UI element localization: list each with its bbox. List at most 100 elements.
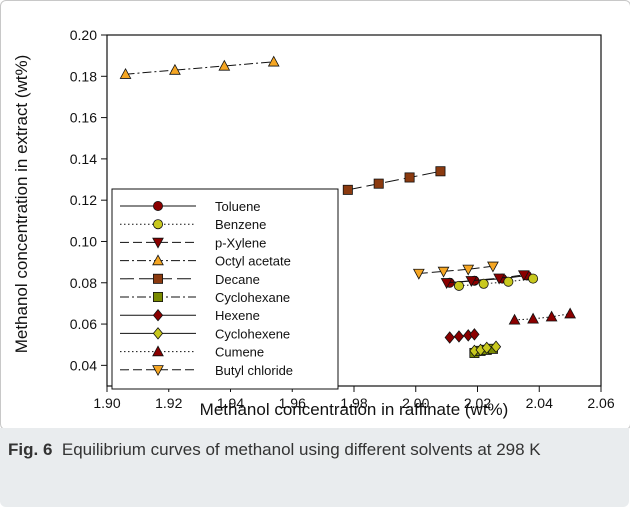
legend-marker (152, 273, 163, 284)
series-line (418, 265, 493, 274)
data-point (453, 280, 464, 291)
legend-label: Benzene (215, 217, 266, 232)
data-point (437, 266, 450, 278)
data-point (267, 55, 280, 67)
legend-item: Toluene (120, 199, 261, 214)
data-point (218, 59, 231, 71)
data-point (444, 331, 455, 344)
legend-item: Hexene (120, 308, 260, 323)
series-butyl-chloride (412, 261, 499, 280)
data-point (481, 341, 492, 355)
legend-item: Cyclohexene (120, 326, 290, 341)
y-tick-label: 0.06 (70, 316, 97, 332)
data-point (440, 278, 453, 290)
legend-item: Benzene (120, 217, 266, 232)
series-line (347, 170, 441, 191)
x-tick-label: 2.04 (526, 395, 553, 411)
x-tick-label: 1.94 (217, 395, 244, 411)
legend-marker (152, 219, 163, 230)
data-point (462, 264, 475, 276)
figure-label: Fig. 6 (8, 440, 53, 459)
y-tick-label: 0.12 (70, 192, 97, 208)
data-point (404, 172, 415, 183)
series-cyclohexene (469, 340, 502, 358)
y-tick-label: 0.04 (70, 357, 97, 373)
data-point (517, 270, 530, 282)
y-axis-label: Methanol concentration in extract (wt%) (12, 55, 31, 354)
legend-item: p-Xylene (120, 235, 266, 250)
series-octyl-acetate (119, 55, 280, 79)
legend-marker (152, 365, 164, 377)
x-tick-label: 1.98 (340, 395, 367, 411)
caption-panel: Fig. 6 Equilibrium curves of methanol us… (0, 428, 629, 507)
x-tick-label: 1.92 (155, 395, 182, 411)
legend: Toluene Benzene p-Xylene Octyl acetate Decan… (111, 188, 339, 390)
y-tick-label: 0.20 (70, 27, 97, 43)
data-point (487, 261, 499, 273)
series-line (446, 274, 524, 284)
series-benzene (453, 273, 539, 291)
series-hexene (444, 328, 480, 344)
legend-label: Cumene (215, 345, 264, 360)
axes: 1.90 1.92 1.94 1.96 1.98 2.00 2.02 2.04 2.06 0.04… (70, 27, 615, 411)
figure-caption: Fig. 6 Equilibrium curves of methanol us… (8, 438, 608, 462)
y-tick-label: 0.10 (70, 233, 97, 249)
data-point (508, 313, 521, 325)
y-tick-label: 0.16 (70, 110, 97, 126)
legend-item: Cyclohexane (120, 290, 290, 305)
legend-marker (152, 200, 163, 211)
legend-item: Octyl acetate (120, 254, 291, 269)
plot-series (119, 55, 576, 358)
caption-text: Equilibrium curves of methanol using dif… (61, 440, 541, 459)
series-line (125, 61, 274, 75)
legend-label: Toluene (215, 199, 261, 214)
series-p-xylene (440, 270, 530, 290)
legend-box (111, 188, 339, 390)
legend-item: Decane (120, 272, 260, 287)
y-tick-label: 0.14 (70, 151, 97, 167)
series-cumene (508, 307, 576, 325)
legend-marker (152, 291, 163, 302)
chart-panel: 1.90 1.92 1.94 1.96 1.98 2.00 2.02 2.04 2.06 0.04… (0, 0, 630, 430)
data-point (564, 307, 576, 319)
legend-marker (152, 237, 164, 249)
legend-label: Cyclohexane (215, 290, 290, 305)
legend-item: Butyl chloride (120, 363, 293, 378)
legend-label: p-Xylene (215, 235, 266, 250)
data-point (169, 63, 181, 75)
legend-label: Octyl acetate (215, 254, 291, 269)
legend-item: Cumene (120, 345, 264, 360)
series-decane (342, 166, 446, 195)
legend-marker (152, 308, 164, 322)
legend-marker (152, 254, 164, 266)
data-point (342, 184, 353, 195)
data-point (545, 310, 558, 322)
x-tick-label: 2.06 (587, 395, 614, 411)
y-tick-label: 0.18 (70, 68, 97, 84)
data-point (493, 273, 505, 285)
x-tick-label: 1.96 (279, 395, 306, 411)
x-tick-label: 2.02 (464, 395, 491, 411)
data-point (528, 273, 539, 284)
data-point (412, 268, 425, 280)
x-tick-label: 2.00 (402, 395, 429, 411)
x-tick-label: 1.90 (93, 395, 120, 411)
data-point (478, 278, 489, 289)
x-axis-label: Methanol concentration in raffinate (wt%… (200, 400, 509, 419)
y-tick-label: 0.08 (70, 275, 97, 291)
data-point (373, 178, 384, 189)
data-point (469, 328, 480, 341)
data-point (527, 312, 539, 324)
data-point (465, 276, 478, 287)
legend-label: Butyl chloride (215, 363, 293, 378)
data-point (453, 330, 465, 343)
data-point (119, 67, 132, 79)
legend-marker (152, 327, 164, 340)
series-line (514, 313, 571, 321)
data-point (490, 340, 502, 354)
legend-marker (152, 345, 164, 357)
legend-label: Hexene (215, 308, 260, 323)
legend-label: Decane (215, 272, 260, 287)
data-point (503, 276, 514, 287)
data-point (435, 166, 446, 177)
